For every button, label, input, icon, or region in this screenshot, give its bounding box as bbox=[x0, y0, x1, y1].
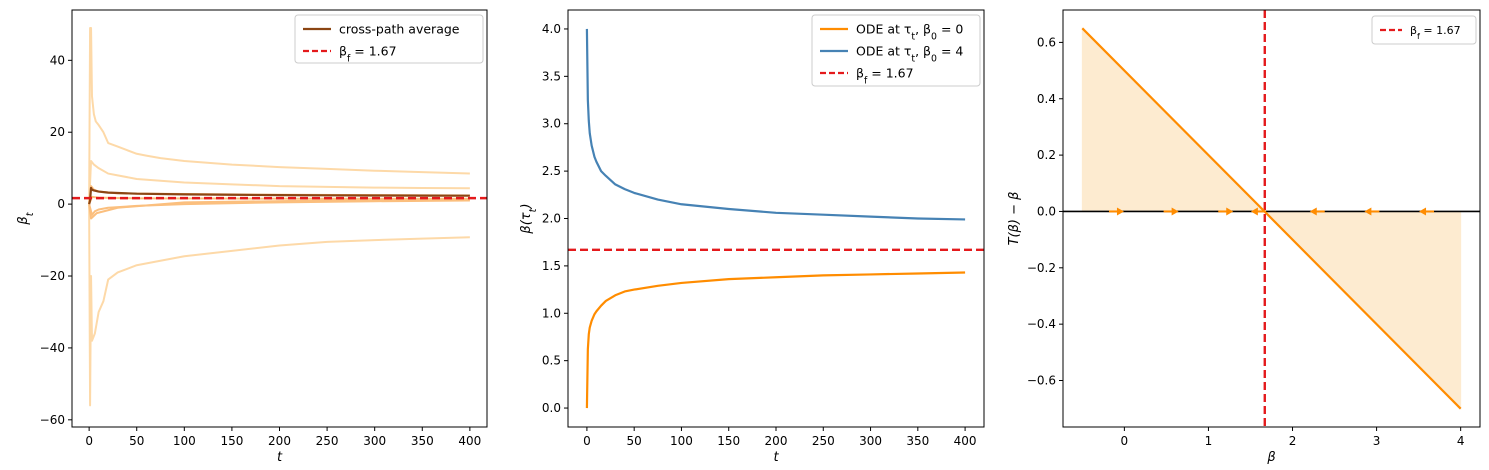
sample-path-line bbox=[88, 199, 470, 216]
x-axis-label-3: β bbox=[1266, 450, 1275, 465]
x-tick-label: 250 bbox=[812, 434, 835, 448]
y-tick-label: 3.5 bbox=[542, 69, 561, 83]
flow-arrow bbox=[1218, 207, 1234, 216]
series-line bbox=[585, 271, 966, 409]
flow-arrow bbox=[1250, 207, 1266, 216]
x-tick-label: 150 bbox=[220, 434, 243, 448]
x-tick-label: 200 bbox=[268, 434, 291, 448]
y-tick-label: 1.0 bbox=[542, 306, 561, 320]
x-tick-label: 400 bbox=[954, 434, 977, 448]
legend-label: ODE at τt, β0 = 0 bbox=[856, 22, 963, 43]
y-tick-label: 2.5 bbox=[542, 164, 561, 178]
panel-1-beta-paths: 0 50 100 150 200 250 300 350 400 −60−40−2002040 … bbox=[16, 9, 488, 465]
y-ticks-3: −0.6 −0.4 −0.2 0.0 0.2 0.4 0.6 bbox=[1027, 35, 1063, 388]
x-tick-label: 350 bbox=[906, 434, 929, 448]
series-line bbox=[88, 186, 470, 205]
y-tick-label: 0.0 bbox=[1037, 204, 1056, 218]
y-tick-label: 40 bbox=[50, 53, 65, 67]
y-tick-label: 0.2 bbox=[1037, 148, 1056, 162]
legend-label: βf = 1.67 bbox=[1410, 24, 1461, 41]
legend-label: ODE at τt, β0 = 4 bbox=[856, 44, 963, 65]
sample-path-line bbox=[88, 204, 470, 407]
panel-3-phase: 0 1 2 3 4 −0.6 −0.4 −0.2 0.0 0.2 0.4 0.6 β T(β) − … bbox=[1007, 9, 1481, 465]
y-tick-label: 0.4 bbox=[1037, 92, 1056, 106]
y-tick-label: −0.2 bbox=[1027, 261, 1056, 275]
legend-label: βf = 1.67 bbox=[339, 44, 397, 65]
map-series bbox=[1081, 27, 1462, 410]
legend-label: cross-path average bbox=[339, 22, 460, 37]
sample-path-line bbox=[88, 198, 470, 220]
legend-3: βf = 1.67 bbox=[1371, 15, 1477, 45]
y-ticks-1: −60 −40 −20 0 20 40 bbox=[40, 53, 72, 427]
x-tick-label: 3 bbox=[1373, 434, 1381, 448]
x-ticks-2: 0 50 100 150 200 250 300 350 400 bbox=[583, 427, 977, 448]
y-axis-label-2: β(τt) bbox=[519, 203, 539, 234]
panel-2-ode: 0 50 100 150 200 250 300 350 400 0.0 0.5 1.0 1.5 2.0… bbox=[519, 9, 985, 465]
legend-frame bbox=[294, 14, 484, 64]
y-tick-label: 0.5 bbox=[542, 354, 561, 368]
x-tick-label: 50 bbox=[627, 434, 642, 448]
axes-frame-1 bbox=[71, 9, 488, 428]
flow-arrow bbox=[1364, 207, 1380, 216]
x-tick-label: 2 bbox=[1289, 434, 1297, 448]
flow-arrow bbox=[1163, 207, 1179, 216]
y-tick-label: 0.0 bbox=[542, 401, 561, 415]
axes-frame-3 bbox=[1062, 9, 1481, 428]
y-tick-label: −0.6 bbox=[1027, 374, 1056, 388]
y-tick-label: −40 bbox=[40, 341, 65, 355]
sample-path-line bbox=[88, 26, 470, 205]
average-series bbox=[88, 186, 470, 205]
sample-paths bbox=[88, 26, 470, 407]
flow-arrow bbox=[1309, 207, 1325, 216]
x-ticks-3: 0 1 2 3 4 bbox=[1121, 427, 1465, 448]
flow-arrows bbox=[1108, 207, 1435, 216]
x-tick-label: 4 bbox=[1457, 434, 1465, 448]
y-axis-label-3: T(β) − β bbox=[1007, 192, 1022, 246]
x-tick-label: 300 bbox=[363, 434, 386, 448]
y-axis-label-1: βt bbox=[16, 211, 36, 225]
x-tick-label: 200 bbox=[765, 434, 788, 448]
sample-path-line bbox=[88, 159, 470, 205]
series-line bbox=[585, 28, 966, 221]
legend-frame bbox=[811, 14, 981, 87]
y-tick-label: 4.0 bbox=[542, 22, 561, 36]
y-tick-label: −0.4 bbox=[1027, 317, 1056, 331]
x-tick-label: 0 bbox=[1121, 434, 1129, 448]
series-line bbox=[1081, 27, 1462, 410]
y-tick-label: 2.0 bbox=[542, 212, 561, 226]
y-tick-label: −20 bbox=[40, 269, 65, 283]
y-tick-label: 0.6 bbox=[1037, 35, 1056, 49]
x-axis-label-2: t bbox=[773, 450, 779, 465]
x-tick-label: 0 bbox=[583, 434, 591, 448]
legend-1: cross-path average βf = 1.67 bbox=[294, 14, 484, 65]
legend-label: βf = 1.67 bbox=[856, 66, 914, 87]
y-tick-label: 1.5 bbox=[542, 259, 561, 273]
y-ticks-2: 0.0 0.5 1.0 1.5 2.0 2.5 3.0 3.5 4.0 bbox=[542, 22, 568, 415]
x-tick-label: 150 bbox=[717, 434, 740, 448]
x-tick-label: 100 bbox=[670, 434, 693, 448]
x-axis-label-1: t bbox=[277, 450, 283, 465]
x-tick-label: 400 bbox=[458, 434, 481, 448]
flow-arrow bbox=[1419, 207, 1435, 216]
flow-arrow bbox=[1108, 207, 1124, 216]
y-tick-label: 3.0 bbox=[542, 117, 561, 131]
x-tick-label: 100 bbox=[173, 434, 196, 448]
x-ticks-1: 0 50 100 150 200 250 300 350 400 bbox=[85, 427, 481, 448]
x-tick-label: 300 bbox=[859, 434, 882, 448]
legend-frame bbox=[1371, 15, 1477, 45]
y-tick-label: −60 bbox=[40, 413, 65, 427]
x-tick-label: 350 bbox=[411, 434, 434, 448]
ode-series bbox=[585, 28, 966, 409]
x-tick-label: 250 bbox=[316, 434, 339, 448]
x-tick-label: 0 bbox=[85, 434, 93, 448]
y-tick-label: 20 bbox=[50, 125, 65, 139]
x-tick-label: 50 bbox=[129, 434, 144, 448]
x-tick-label: 1 bbox=[1205, 434, 1213, 448]
y-tick-label: 0 bbox=[57, 197, 65, 211]
